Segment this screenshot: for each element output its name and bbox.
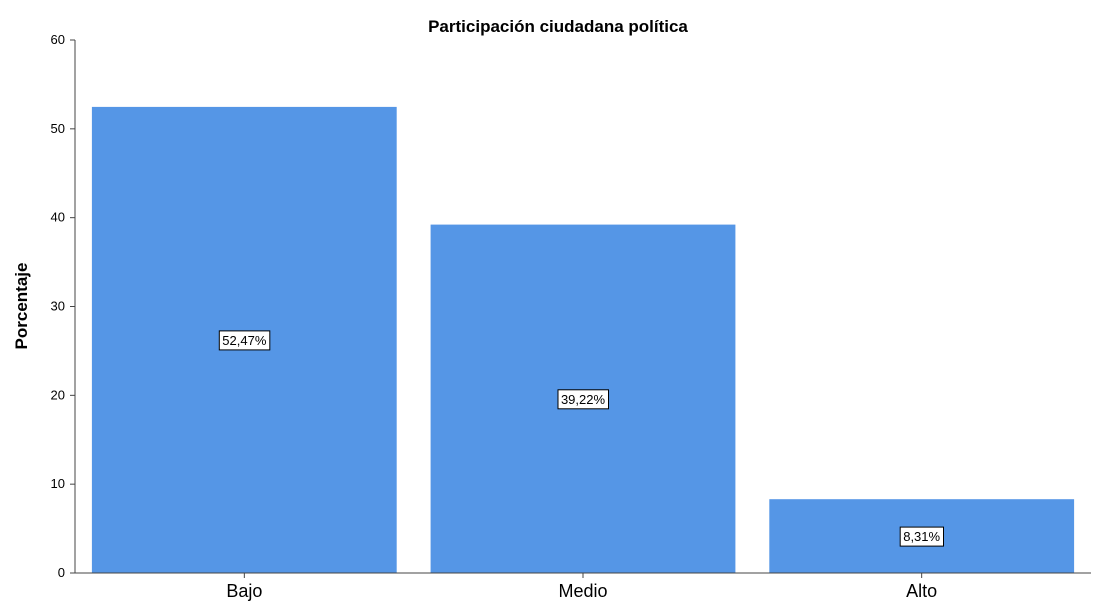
x-tick-label: Medio bbox=[558, 581, 607, 601]
data-label-text: 8,31% bbox=[903, 529, 940, 544]
y-tick-label: 0 bbox=[58, 565, 65, 580]
y-tick-label: 50 bbox=[51, 121, 65, 136]
data-label-text: 39,22% bbox=[561, 392, 606, 407]
data-label-box bbox=[218, 330, 271, 351]
data-label-box bbox=[899, 526, 945, 547]
data-label-bajo: 52,47% bbox=[218, 330, 271, 351]
data-label-medio: 39,22% bbox=[557, 389, 609, 410]
data-label-text: 52,47% bbox=[222, 333, 267, 348]
y-tick-label: 20 bbox=[51, 387, 65, 402]
x-tick-label: Alto bbox=[906, 581, 937, 601]
data-label-alto: 8,31% bbox=[899, 526, 945, 547]
y-tick-label: 60 bbox=[51, 32, 65, 47]
chart-title: Participación ciudadana política bbox=[428, 17, 688, 36]
y-tick-label: 40 bbox=[51, 210, 65, 225]
data-labels-group: 52,47% 39,22% 8,31% bbox=[218, 330, 945, 547]
x-tick-label: Bajo bbox=[226, 581, 262, 601]
y-tick-label: 10 bbox=[51, 476, 65, 491]
y-tick-label: 30 bbox=[51, 299, 65, 314]
axes-group: 0 10 20 30 40 50 60 Bajo Medio Alto bbox=[51, 32, 1091, 601]
data-label-box bbox=[557, 389, 609, 410]
y-axis-title: Porcentaje bbox=[12, 263, 31, 350]
